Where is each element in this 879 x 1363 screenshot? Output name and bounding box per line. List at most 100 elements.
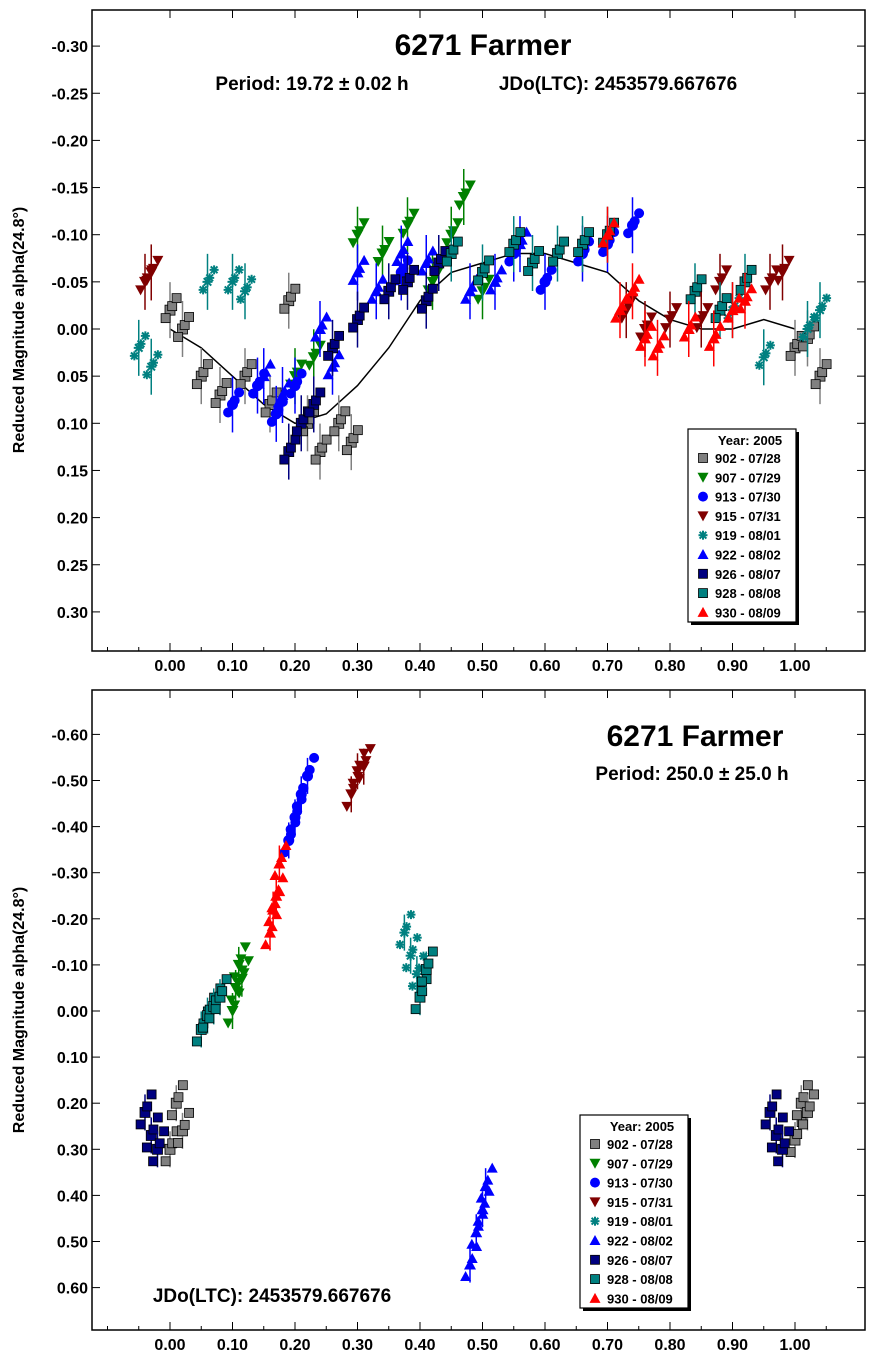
data-point	[359, 302, 370, 313]
data-point	[729, 300, 741, 311]
data-point	[279, 385, 291, 396]
series-915	[135, 244, 795, 357]
data-point	[452, 218, 464, 229]
y-tick-label: -0.20	[52, 912, 89, 929]
data-point	[184, 312, 195, 322]
data-point	[472, 294, 484, 305]
x-tick-label: 0.50	[467, 1337, 498, 1354]
data-point	[685, 294, 696, 305]
data-point	[148, 358, 158, 368]
data-point	[304, 764, 315, 775]
data-point	[746, 264, 757, 275]
y-tick-label: 0.20	[57, 1096, 88, 1113]
data-point	[266, 416, 277, 427]
y-tick-label: 0.15	[57, 463, 88, 480]
legend-marker	[698, 530, 708, 540]
data-point	[391, 256, 403, 267]
data-point	[703, 340, 715, 351]
data-point	[283, 377, 295, 388]
data-point	[353, 774, 365, 785]
x-tick-label: 0.80	[654, 1337, 685, 1354]
series-926	[279, 234, 451, 480]
data-point	[798, 332, 808, 342]
data-point	[191, 379, 202, 390]
data-point	[771, 1089, 782, 1100]
data-point	[486, 1162, 498, 1173]
y-tick-label: 0.60	[57, 1281, 88, 1298]
legend-entry: 919 - 08/01	[715, 528, 781, 543]
data-point	[464, 1258, 476, 1270]
data-point	[223, 285, 233, 295]
data-point	[427, 245, 439, 256]
data-point	[135, 285, 147, 296]
bottom-period-label: Period: 250.0 ± 25.0 h	[595, 764, 788, 785]
data-point	[171, 293, 182, 304]
data-point	[184, 1107, 195, 1118]
data-point	[798, 1119, 808, 1130]
data-point	[660, 323, 672, 334]
y-tick-label: 0.30	[57, 1142, 88, 1159]
data-point	[710, 313, 721, 324]
y-tick-label: -0.10	[52, 958, 89, 975]
data-point	[352, 425, 363, 436]
legend-entry: 913 - 07/30	[715, 490, 781, 505]
data-point	[341, 445, 352, 456]
data-point	[466, 1253, 478, 1264]
data-point	[535, 284, 546, 295]
data-point	[452, 236, 463, 247]
data-point	[291, 426, 302, 437]
bottom-lightcurve-panel: 6271 Farmer Period: 250.0 ± 25.0 h JDo(L…	[11, 689, 866, 1354]
data-point	[279, 454, 290, 465]
legend-marker	[590, 1216, 600, 1226]
x-tick-label: 0.20	[279, 1337, 310, 1354]
legend-marker	[589, 1292, 601, 1303]
data-point	[360, 756, 372, 767]
data-point	[310, 348, 322, 359]
data-point	[310, 454, 321, 465]
data-point	[247, 274, 257, 284]
data-point	[760, 285, 772, 296]
data-point	[597, 237, 609, 248]
data-point	[635, 340, 647, 351]
data-point	[470, 1226, 483, 1238]
data-point	[767, 1101, 778, 1112]
legend-marker	[697, 472, 709, 483]
data-point	[654, 338, 666, 349]
data-point	[146, 1089, 157, 1100]
data-point	[515, 227, 526, 238]
legend-entry: 919 - 08/01	[607, 1214, 673, 1229]
data-point	[204, 1013, 215, 1024]
data-point	[546, 264, 557, 275]
data-point	[209, 265, 219, 275]
data-point	[401, 963, 411, 973]
series-919	[129, 253, 832, 395]
data-point	[404, 216, 416, 227]
data-point	[383, 237, 395, 248]
bottom-y-axis-label: Reduced Magnitude alpha(24.8°)	[11, 887, 28, 1133]
y-tick-label: 0.30	[57, 605, 88, 622]
legend-entry: 922 - 08/02	[607, 1234, 673, 1249]
data-point	[714, 320, 726, 331]
data-point	[279, 303, 290, 314]
data-point	[460, 188, 472, 199]
y-tick-label: 0.20	[57, 511, 88, 528]
top-y-axis-label: Reduced Magnitude alpha(24.8°)	[11, 207, 28, 453]
data-point	[229, 395, 240, 406]
data-point	[482, 1174, 494, 1185]
data-point	[248, 388, 259, 399]
data-point	[412, 933, 422, 943]
x-tick-label: 0.70	[592, 1337, 623, 1354]
data-point	[264, 358, 276, 369]
data-point	[347, 778, 359, 789]
y-tick-label: 0.10	[57, 1050, 88, 1067]
legend-entry: 922 - 08/02	[715, 548, 781, 563]
data-point	[696, 274, 707, 285]
y-tick-label: 0.25	[57, 558, 88, 575]
data-point	[798, 1092, 809, 1103]
y-tick-label: 0.00	[57, 322, 88, 339]
data-point	[407, 981, 417, 991]
data-point	[773, 1156, 783, 1167]
top-period-label: Period: 19.72 ± 0.02 h	[215, 74, 408, 95]
data-point	[598, 247, 609, 258]
data-point	[504, 256, 515, 267]
